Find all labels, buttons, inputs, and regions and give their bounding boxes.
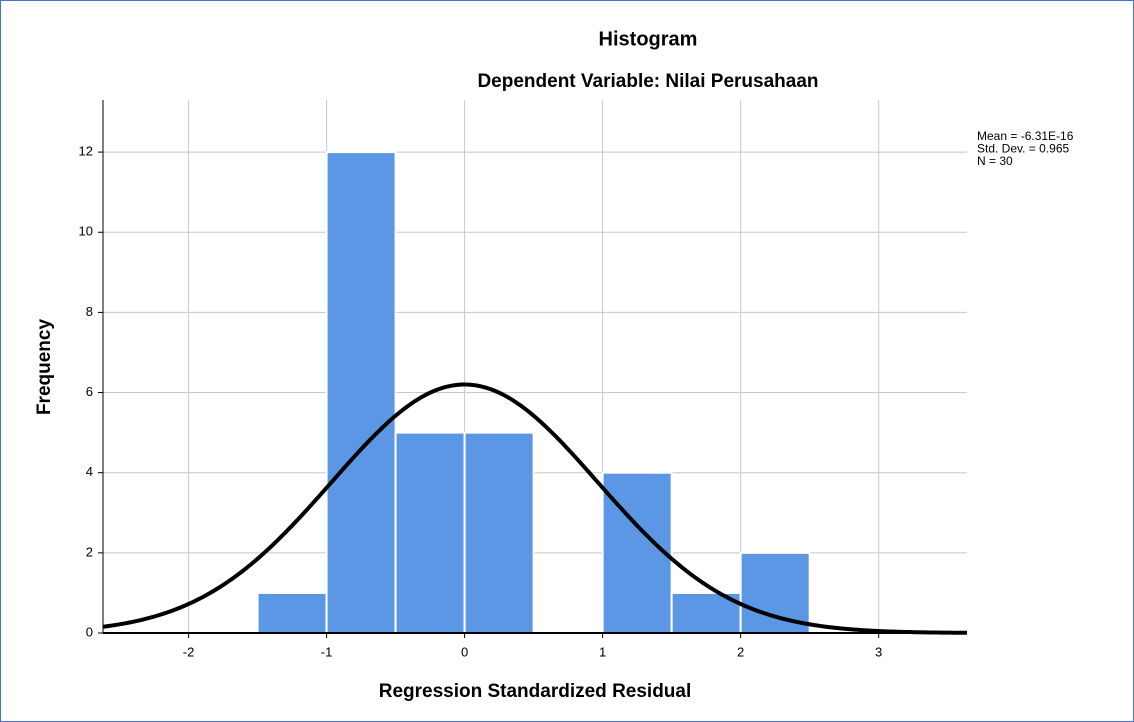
x-tick-label: -2 xyxy=(183,644,195,659)
x-tick-label: 0 xyxy=(461,644,468,659)
bar xyxy=(394,431,466,634)
y-tick-label: 4 xyxy=(86,464,93,479)
bar xyxy=(739,551,811,634)
y-tick-label: 2 xyxy=(86,544,93,559)
y-tick-label: 8 xyxy=(86,304,93,319)
x-axis-label: Regression Standardized Residual xyxy=(379,681,692,702)
annotation: N = 30 xyxy=(977,154,1013,168)
bars xyxy=(256,151,811,634)
x-tick-label: 1 xyxy=(599,644,606,659)
x-tick-label: 2 xyxy=(737,644,744,659)
annotation: Mean = -6.31E-16 xyxy=(977,129,1074,143)
bar xyxy=(463,431,535,634)
normal-curve xyxy=(102,382,968,635)
y-tick-label: 6 xyxy=(86,384,93,399)
y-tick-label: 10 xyxy=(79,224,93,239)
chart-title: Histogram xyxy=(599,28,698,50)
bar xyxy=(256,591,328,634)
chart-subtitle: Dependent Variable: Nilai Perusahaan xyxy=(477,71,818,92)
y-axis-label: Frequency xyxy=(34,319,55,416)
y-tick-label: 12 xyxy=(79,144,93,159)
y-tick-label: 0 xyxy=(86,624,93,639)
bar xyxy=(325,151,397,634)
x-tick-label: -1 xyxy=(321,644,333,659)
annotation: Std. Dev. = 0.965 xyxy=(977,142,1069,156)
x-tick-label: 3 xyxy=(875,644,882,659)
